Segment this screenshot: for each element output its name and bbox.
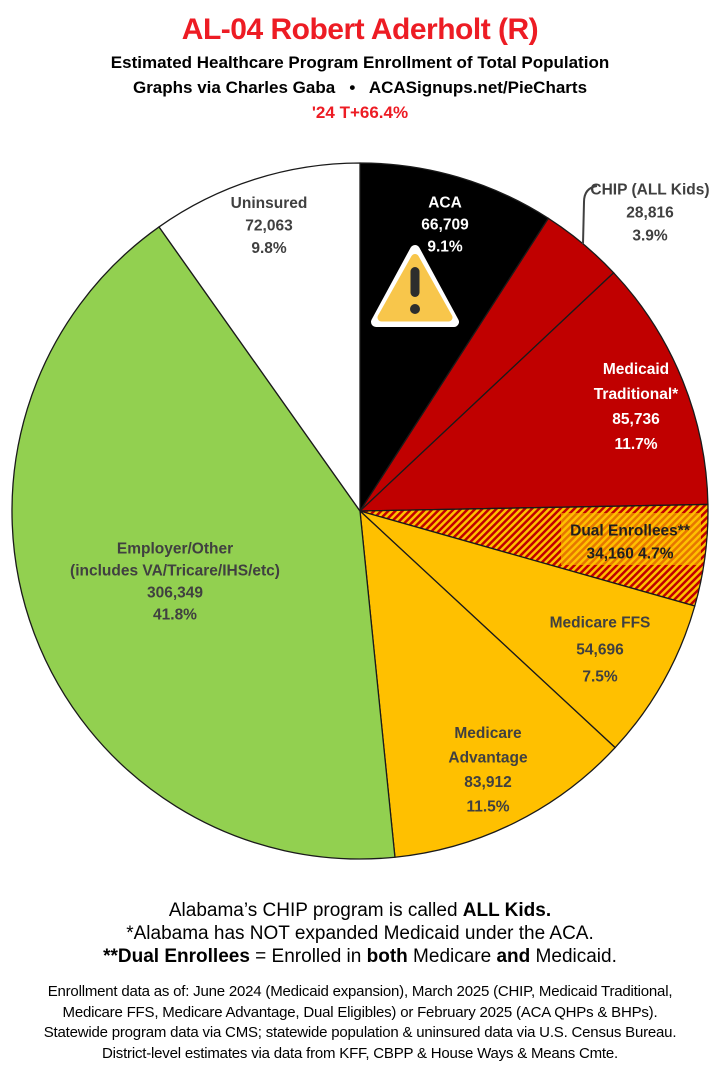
slice-label-aca: ACA 66,709 9.1% — [421, 195, 469, 256]
slice-label-dual-enrollees: Dual Enrollees** 34,160 4.7% — [570, 523, 691, 563]
chart-subtitle: Estimated Healthcare Program Enrollment … — [110, 53, 610, 72]
footer-line: District-level estimates via data from K… — [102, 1044, 618, 1062]
pie-slice-medicare-advantage — [359, 510, 616, 858]
chart-notes: Alabama’s CHIP program is called ALL Kid… — [0, 899, 720, 968]
slice-label-chip-all-kids: CHIP (ALL Kids) 28,816 3.9% — [590, 182, 709, 245]
pie-slice-medicaid-traditional — [359, 272, 709, 512]
pie-chart-area: ACA 66,709 9.1% CHIP (ALL Kids) 28,816 3.9% Me… — [0, 155, 720, 875]
pie-slice-aca — [359, 162, 549, 512]
footer-line: Medicare FFS, Medicare Advantage, Dual E… — [62, 1003, 658, 1021]
note-line: *Alabama has NOT expanded Medicaid under… — [126, 923, 594, 944]
pie-slices — [11, 162, 709, 860]
note-line: Alabama’s CHIP program is called ALL Kid… — [168, 900, 552, 921]
footer-line: Statewide program data via CMS; statewid… — [43, 1024, 677, 1041]
pie-slice-medicare-ffs — [359, 510, 696, 749]
pie-chart: ACA 66,709 9.1% CHIP (ALL Kids) 28,816 3.9% Me… — [11, 162, 710, 860]
chart-attribution: Graphs via Charles Gaba • ACASignups.net… — [132, 78, 588, 97]
data-sources-note: Enrollment data as of: June 2024 (Medica… — [0, 982, 720, 1064]
slice-label-employer-other-includes-va-tricare-ihs-etc: Employer/Other (includes VA/Tricare/IHS/e… — [70, 541, 280, 624]
leader-line-chip-all-kids — [582, 185, 598, 245]
slice-label-medicare-ffs: Medicare FFS 54,696 7.5% — [550, 615, 651, 686]
warning-triangle-icon — [371, 245, 459, 327]
chart-swing-label: '24 T+66.4% — [311, 103, 409, 122]
note-line: **Dual Enrollees = Enrolled in both Medi… — [103, 946, 617, 967]
chart-header: AL-04 Robert Aderholt (R) Estimated Heal… — [0, 0, 720, 125]
slice-label-medicaid-traditional: Medicaid Traditional* 85,736 11.7% — [594, 361, 679, 453]
slice-label-medicare-advantage: Medicare Advantage 83,912 11.5% — [448, 725, 528, 816]
footer-line: Enrollment data as of: June 2024 (Medica… — [47, 983, 673, 1000]
pie-slice-employer-other-includes-va-tricare-ihs-etc — [11, 226, 396, 860]
page-title: AL-04 Robert Aderholt (R) — [181, 13, 539, 46]
pie-slice-uninsured — [158, 162, 361, 512]
slice-label-uninsured: Uninsured 72,063 9.8% — [231, 195, 308, 257]
label-bg-dual-enrollees — [561, 513, 701, 565]
